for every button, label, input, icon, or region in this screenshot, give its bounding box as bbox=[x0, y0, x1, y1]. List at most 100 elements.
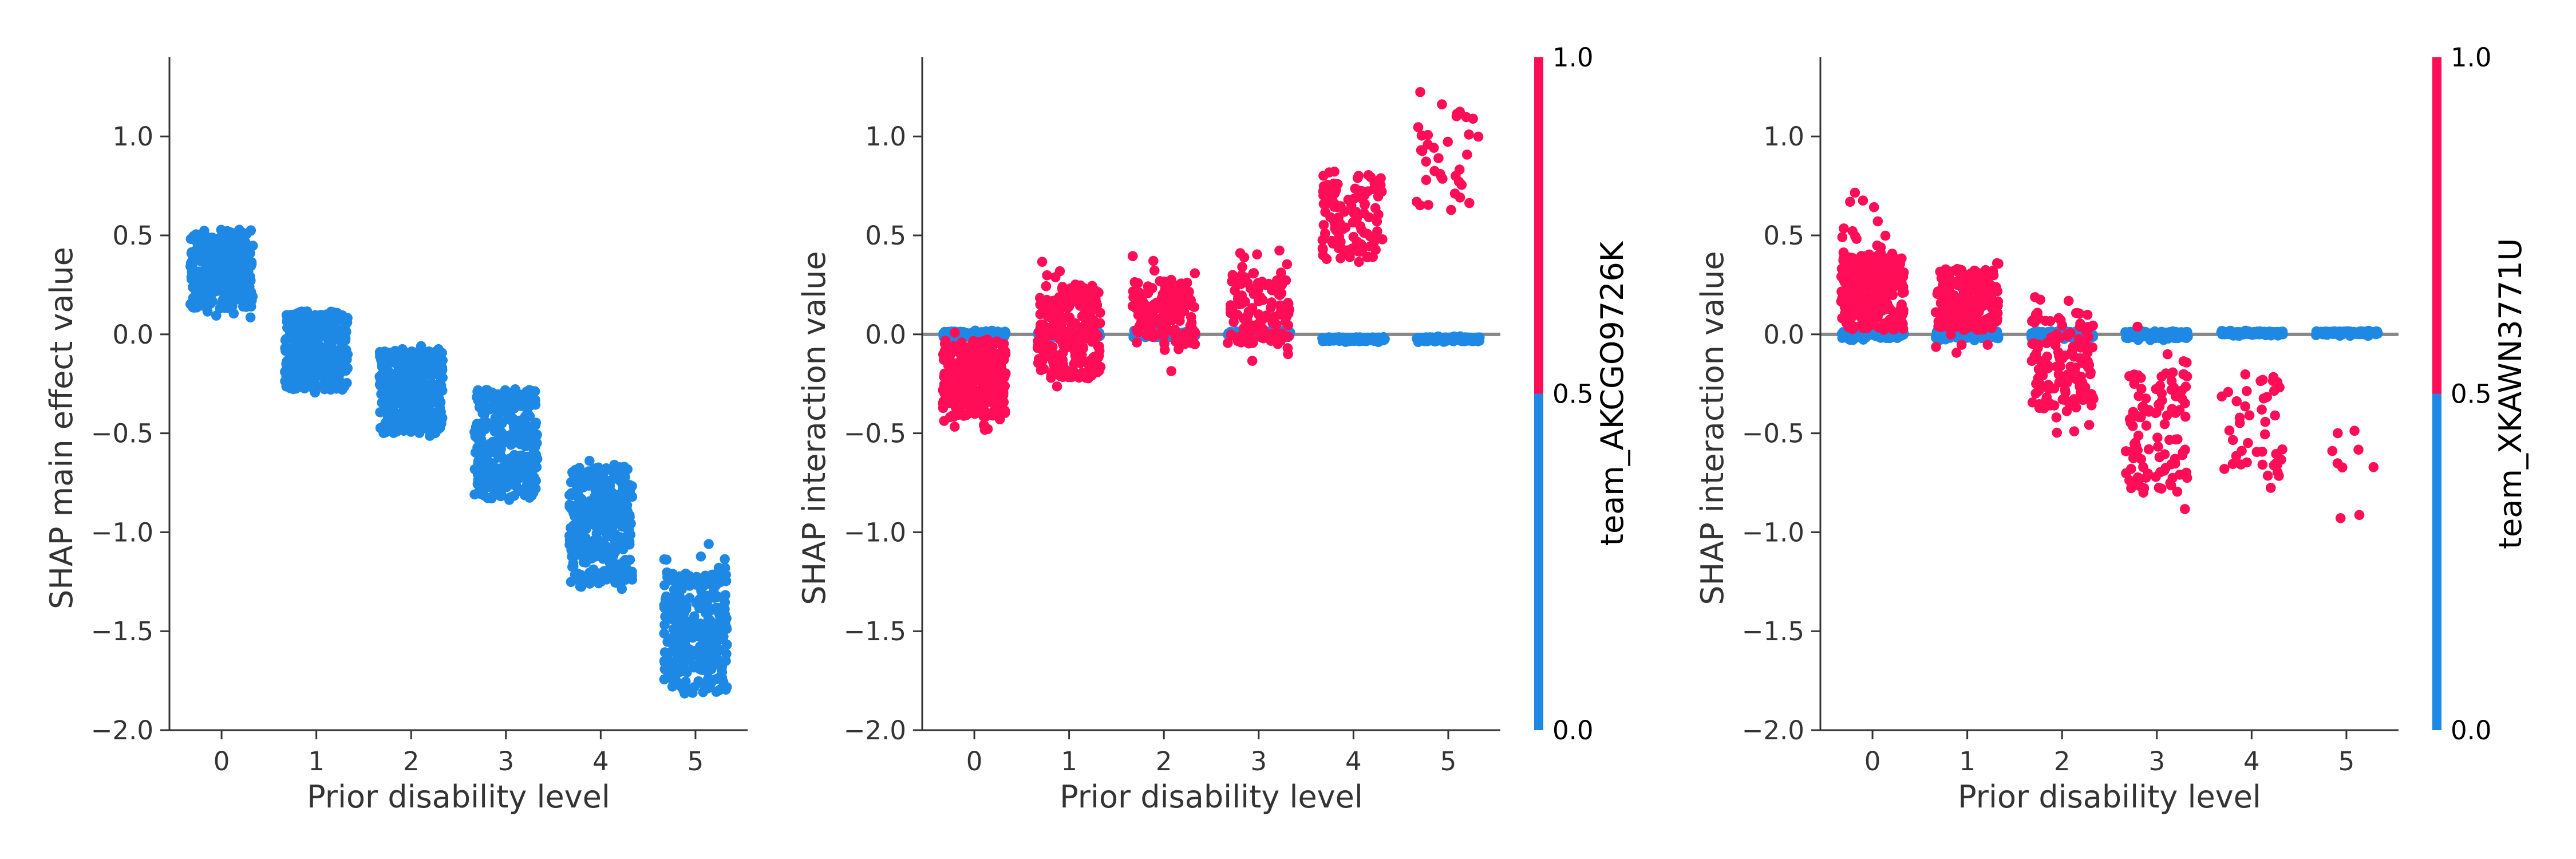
data-point-low bbox=[2228, 328, 2238, 338]
data-point-low bbox=[625, 510, 635, 521]
data-point-low bbox=[483, 418, 493, 429]
data-point-high bbox=[1233, 291, 1243, 302]
data-point-high bbox=[996, 362, 1006, 372]
data-point-high bbox=[958, 411, 969, 421]
data-point-low bbox=[307, 374, 317, 384]
x-tick-label: 4 bbox=[1345, 746, 1362, 777]
data-point-high bbox=[1328, 190, 1338, 200]
data-point-low bbox=[620, 472, 630, 482]
data-point-high bbox=[1179, 297, 1190, 308]
y-tick-label: −0.5 bbox=[844, 419, 906, 449]
data-point-high bbox=[1129, 277, 1140, 287]
x-tick-label: 2 bbox=[403, 746, 420, 777]
data-point-low bbox=[572, 568, 583, 579]
data-point-high bbox=[1421, 175, 1432, 186]
data-point-high bbox=[1167, 284, 1178, 294]
data-point-low bbox=[575, 476, 586, 487]
data-point-high bbox=[1225, 308, 1236, 318]
data-point-high bbox=[947, 345, 957, 356]
data-point-low bbox=[318, 328, 329, 338]
data-point-high bbox=[1032, 342, 1043, 353]
data-point-low bbox=[340, 319, 350, 329]
data-point-high bbox=[945, 364, 955, 374]
data-point-high bbox=[1369, 235, 1380, 246]
data-point-low bbox=[218, 261, 228, 272]
data-point-low bbox=[297, 306, 307, 317]
data-point-low bbox=[687, 618, 697, 629]
data-point-low bbox=[610, 577, 621, 588]
data-point-low bbox=[584, 480, 594, 491]
x-axis-label: Prior disability level bbox=[307, 779, 610, 815]
data-point-high bbox=[1050, 330, 1061, 341]
data-point-low bbox=[691, 598, 702, 608]
data-point-low bbox=[335, 336, 346, 346]
data-point-low bbox=[596, 500, 607, 511]
data-point-high bbox=[1071, 354, 1081, 365]
data-point-low bbox=[707, 626, 718, 636]
data-point-high bbox=[1333, 212, 1344, 223]
data-point-low bbox=[588, 503, 599, 514]
data-point-high bbox=[1360, 199, 1370, 209]
data-point-high bbox=[1136, 295, 1146, 305]
data-point-low bbox=[1416, 335, 1427, 346]
data-point-high bbox=[1034, 326, 1045, 337]
data-point-low bbox=[720, 554, 730, 565]
data-point-low bbox=[342, 349, 353, 360]
data-point-high bbox=[1356, 186, 1367, 196]
data-point-low bbox=[684, 581, 695, 591]
data-point-low bbox=[228, 308, 239, 319]
data-point-high bbox=[1362, 252, 1373, 263]
data-point-high bbox=[1435, 169, 1445, 179]
x-tick-label: 5 bbox=[1440, 746, 1457, 777]
y-tick-label: 1.0 bbox=[112, 121, 153, 152]
data-point-high bbox=[1093, 351, 1104, 361]
data-point-low bbox=[567, 467, 578, 478]
data-point-high bbox=[1868, 202, 1879, 212]
data-point-high bbox=[1321, 254, 1332, 265]
data-point-low bbox=[694, 632, 705, 642]
data-point-high bbox=[1334, 231, 1345, 242]
data-point-low bbox=[335, 367, 346, 378]
x-tick-label: 0 bbox=[214, 746, 230, 777]
data-point-high bbox=[1058, 340, 1068, 350]
data-point-high bbox=[1161, 302, 1172, 313]
data-point-high bbox=[1075, 280, 1085, 291]
data-point-low bbox=[478, 471, 489, 481]
scatter-points bbox=[185, 224, 732, 699]
data-point-low bbox=[469, 489, 480, 500]
data-point-low bbox=[208, 287, 219, 298]
data-point-low bbox=[378, 405, 389, 415]
data-point-low bbox=[584, 515, 595, 525]
data-point-low bbox=[400, 421, 411, 432]
data-point-high bbox=[1343, 194, 1354, 205]
data-point-low bbox=[243, 241, 254, 252]
data-point-low bbox=[390, 345, 400, 356]
data-point-high bbox=[1437, 99, 1447, 109]
data-point-low bbox=[624, 536, 635, 547]
data-point-high bbox=[1281, 312, 1292, 322]
data-point-low bbox=[601, 568, 612, 578]
data-point-low bbox=[598, 554, 609, 564]
data-point-low bbox=[721, 649, 732, 659]
data-point-high bbox=[1443, 136, 1453, 147]
data-point-low bbox=[523, 395, 533, 405]
data-point-low bbox=[505, 406, 516, 417]
data-point-low bbox=[375, 351, 385, 362]
y-axis-label: SHAP main effect value bbox=[44, 247, 80, 609]
data-point-high bbox=[997, 347, 1007, 357]
data-point-low bbox=[217, 282, 227, 292]
data-point-low bbox=[664, 572, 675, 582]
data-point-low bbox=[493, 452, 504, 463]
data-point-low bbox=[508, 421, 519, 432]
data-point-low bbox=[281, 310, 292, 321]
data-point-high bbox=[1413, 122, 1424, 132]
data-point-low bbox=[673, 651, 684, 661]
data-point-high bbox=[1880, 230, 1891, 241]
data-point-low bbox=[410, 395, 421, 406]
data-point-high bbox=[1145, 327, 1156, 338]
data-point-high bbox=[1456, 180, 1467, 190]
data-point-low bbox=[409, 349, 419, 360]
data-point-low bbox=[301, 324, 311, 335]
